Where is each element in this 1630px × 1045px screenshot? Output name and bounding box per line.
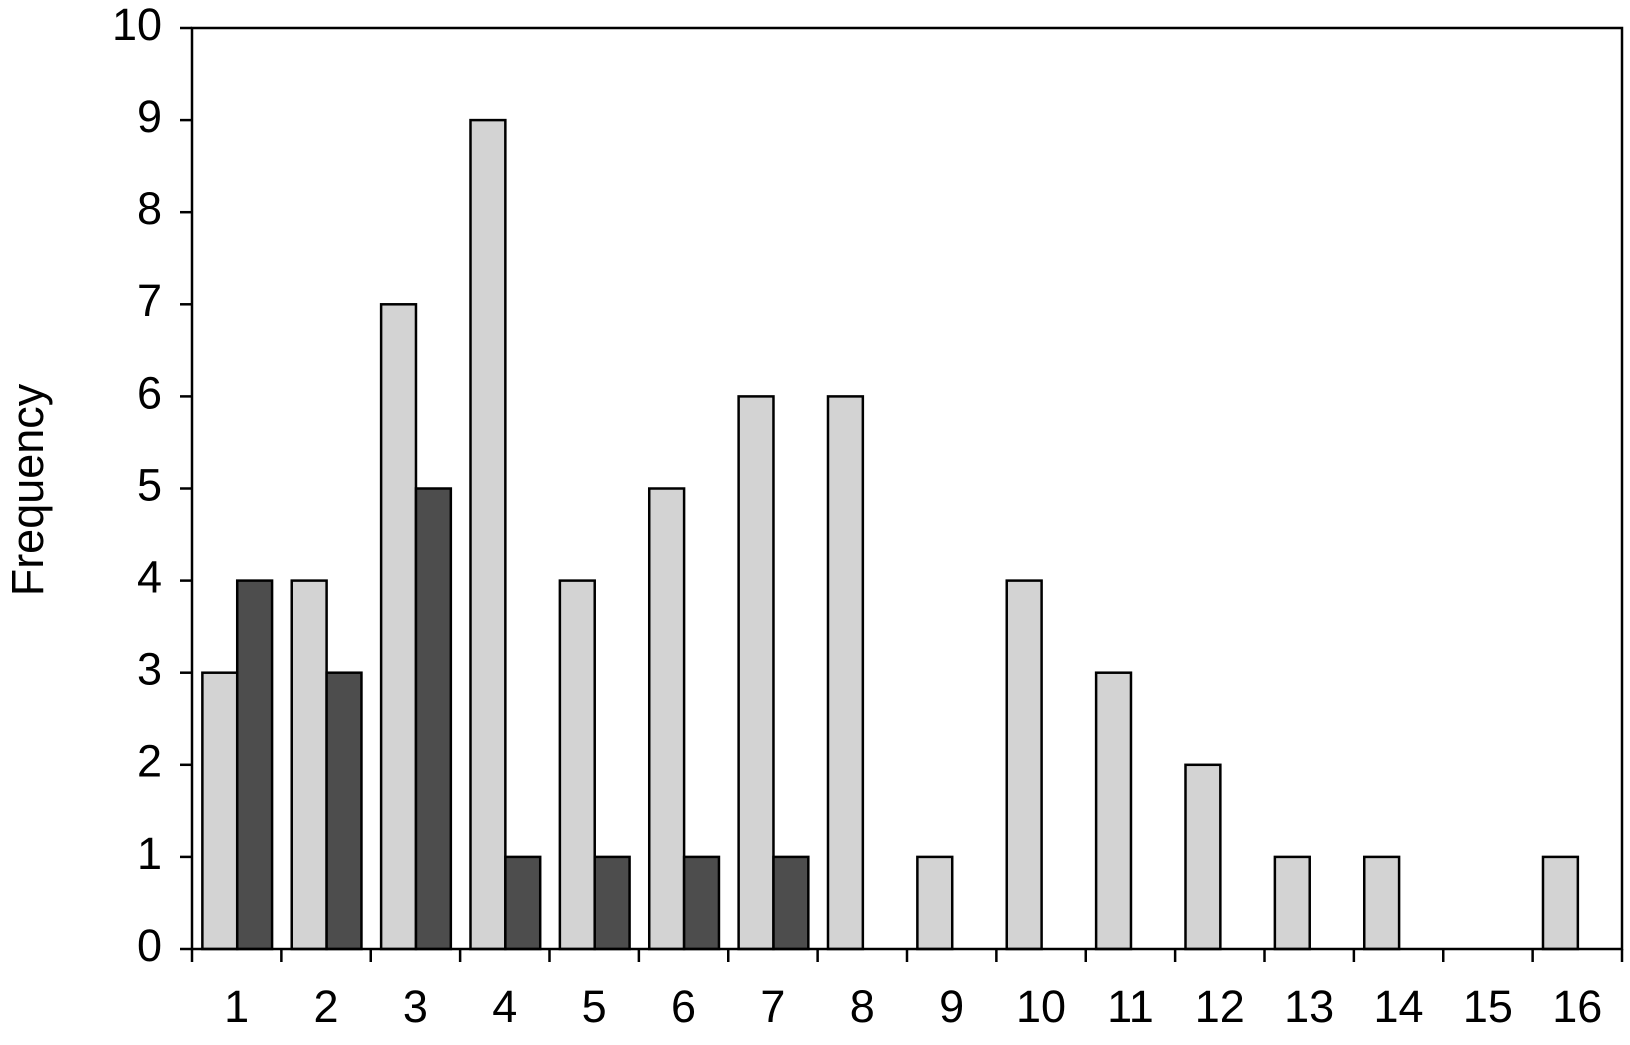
bar bbox=[325, 671, 363, 951]
x-tick-label: 7 bbox=[760, 981, 785, 1032]
bar bbox=[1094, 671, 1133, 951]
y-tick-label: 8 bbox=[137, 183, 162, 234]
bar bbox=[916, 855, 954, 951]
x-tick-label: 15 bbox=[1463, 981, 1513, 1032]
y-axis-label: Frequency bbox=[2, 383, 53, 596]
bar bbox=[1273, 855, 1311, 951]
x-tick-label: 5 bbox=[582, 981, 607, 1032]
y-tick-label: 9 bbox=[137, 91, 162, 142]
bar bbox=[379, 303, 418, 951]
bar bbox=[647, 487, 686, 951]
y-tick-label: 7 bbox=[137, 275, 162, 326]
bar bbox=[682, 855, 721, 951]
x-tick-label: 8 bbox=[850, 981, 875, 1032]
x-tick-label: 14 bbox=[1374, 981, 1424, 1032]
bar bbox=[414, 487, 453, 951]
bar bbox=[558, 579, 596, 951]
x-tick-label: 13 bbox=[1284, 981, 1334, 1032]
x-tick-label: 9 bbox=[939, 981, 964, 1032]
bar bbox=[1541, 855, 1580, 951]
y-tick-label: 10 bbox=[112, 0, 162, 50]
x-tick-label: 4 bbox=[492, 981, 517, 1032]
bar bbox=[737, 395, 775, 951]
bar bbox=[235, 579, 274, 951]
y-tick-label: 2 bbox=[137, 736, 162, 787]
x-tick-label: 10 bbox=[1016, 981, 1066, 1032]
bar bbox=[772, 855, 810, 951]
bar bbox=[1005, 579, 1043, 951]
y-tick-label: 5 bbox=[137, 459, 162, 510]
bar bbox=[1362, 855, 1401, 951]
bar bbox=[504, 855, 542, 951]
bar bbox=[201, 671, 239, 951]
y-tick-label: 0 bbox=[137, 920, 162, 971]
x-tick-label: 6 bbox=[671, 981, 696, 1032]
y-tick-label: 6 bbox=[137, 367, 162, 418]
x-tick-label: 12 bbox=[1195, 981, 1245, 1032]
x-tick-label: 11 bbox=[1107, 981, 1154, 1032]
bar bbox=[1184, 763, 1222, 951]
y-tick-label: 1 bbox=[137, 828, 162, 879]
x-tick-label: 16 bbox=[1552, 981, 1602, 1032]
bar bbox=[469, 118, 507, 951]
bar bbox=[826, 395, 865, 951]
bar bbox=[290, 579, 328, 951]
y-tick-label: 4 bbox=[137, 551, 162, 602]
x-tick-label: 1 bbox=[224, 981, 249, 1032]
y-tick-label: 3 bbox=[137, 644, 162, 695]
plot-frame bbox=[190, 26, 1624, 951]
bar bbox=[593, 855, 631, 951]
x-tick-label: 3 bbox=[403, 981, 428, 1032]
x-tick-label: 2 bbox=[314, 981, 339, 1032]
